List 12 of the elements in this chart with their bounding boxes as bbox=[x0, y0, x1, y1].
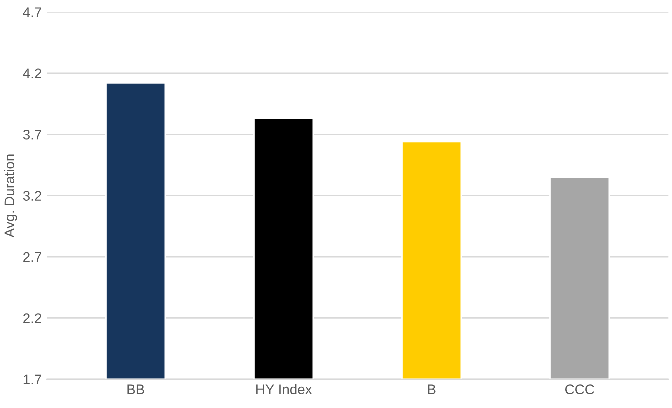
y-tick-label: 4.2 bbox=[23, 68, 42, 78]
y-axis-title: Avg. Duration bbox=[4, 154, 18, 238]
y-tick-label: 3.7 bbox=[23, 130, 42, 140]
x-tick-label: B bbox=[428, 384, 436, 394]
y-tick-label: 2.2 bbox=[24, 314, 42, 324]
y-tick-label: 1.7 bbox=[24, 374, 42, 384]
x-tick-label: HY Index bbox=[256, 384, 312, 395]
y-tick-label: 3.2 bbox=[23, 191, 42, 202]
y-tick-label: 4.7 bbox=[23, 8, 42, 18]
x-tick-label: BB bbox=[128, 384, 144, 394]
y-tick-label: 2.7 bbox=[24, 252, 42, 262]
x-tick-label: CCC bbox=[566, 384, 594, 395]
